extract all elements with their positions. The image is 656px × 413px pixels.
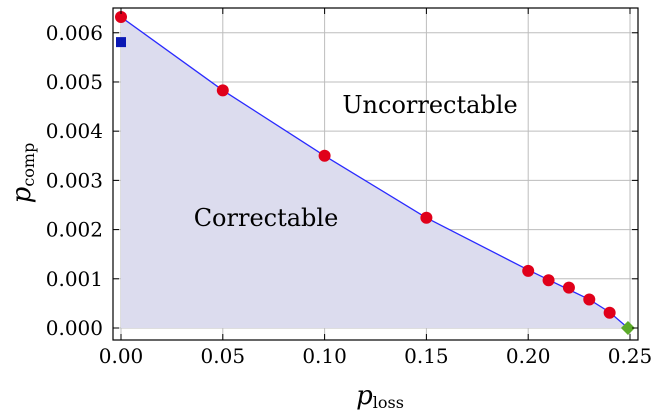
data-point-circle xyxy=(216,84,229,97)
data-point-circle xyxy=(420,211,433,224)
y-tick-label: 0.006 xyxy=(46,21,103,45)
data-point-circle xyxy=(603,306,616,319)
data-marks xyxy=(115,11,635,335)
data-point-square xyxy=(116,37,126,48)
x-axis-label: ploss xyxy=(356,381,404,412)
y-tick-label: 0.000 xyxy=(46,316,103,340)
y-tick-label: 0.005 xyxy=(46,70,103,94)
x-tick-label: 0.15 xyxy=(404,344,449,368)
y-axis-label-main: p xyxy=(7,186,37,203)
y-axis-label-sub: comp xyxy=(19,143,38,187)
correctable-region xyxy=(121,17,628,329)
data-point-circle xyxy=(318,149,331,162)
region-label-uncorrectable: Uncorrectable xyxy=(342,91,517,119)
x-tick-label: 0.20 xyxy=(506,344,551,368)
y-tick-label: 0.002 xyxy=(46,218,103,242)
plot-frame xyxy=(112,7,639,341)
data-point-circle xyxy=(562,281,575,294)
data-point-diamond xyxy=(620,321,635,335)
x-axis-label-main: p xyxy=(356,381,373,411)
y-tick-label: 0.004 xyxy=(46,119,103,143)
data-point-circle xyxy=(583,293,596,306)
data-point-circle xyxy=(522,264,535,277)
y-tick-label: 0.003 xyxy=(46,168,103,192)
x-tick-label: 0.25 xyxy=(608,344,653,368)
x-tick-label: 0.05 xyxy=(201,344,246,368)
boundary-line xyxy=(120,16,629,329)
x-tick-label: 0.10 xyxy=(302,344,347,368)
axis-ticks: 0.00 0.05 0.10 0.15 0.20 0.25 0.000 0.001 0.002 0… xyxy=(46,8,653,368)
region-label-correctable: Correctable xyxy=(194,204,339,232)
data-point-circle xyxy=(115,11,127,24)
x-axis-label-sub: loss xyxy=(373,393,404,412)
y-axis-label: pcomp xyxy=(7,143,38,204)
y-tick-label: 0.001 xyxy=(46,267,103,291)
data-point-circle xyxy=(542,274,555,287)
x-tick-label: 0.00 xyxy=(99,344,144,368)
